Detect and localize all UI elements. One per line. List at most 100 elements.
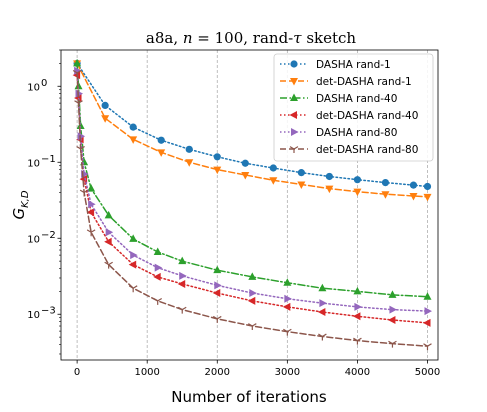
data-point — [101, 115, 110, 123]
legend-entry: det-DASHA rand-80 — [280, 144, 418, 156]
legend-label: DASHA rand-40 — [316, 93, 397, 105]
data-point — [354, 302, 362, 311]
y-tick-exponent: −2 — [41, 230, 56, 241]
data-point — [105, 228, 114, 237]
x-tick-label: 2000 — [205, 367, 230, 378]
data-point — [104, 237, 112, 246]
data-point — [129, 136, 138, 144]
data-point — [153, 272, 161, 281]
data-point — [129, 234, 138, 242]
data-point — [423, 292, 432, 300]
data-point — [353, 188, 362, 197]
series-0 — [73, 59, 432, 191]
data-point — [318, 333, 327, 341]
legend-marker — [290, 93, 298, 101]
data-point — [297, 169, 305, 177]
data-point — [72, 69, 82, 77]
data-point — [178, 256, 187, 265]
data-point — [269, 164, 277, 172]
data-point — [79, 175, 88, 184]
series-line — [76, 72, 429, 347]
x-ticks: 0 1000 2000 3000 4000 5000 — [74, 360, 440, 378]
legend-label: DASHA rand-1 — [316, 59, 391, 71]
series-line — [76, 62, 429, 198]
series-2 — [73, 58, 432, 300]
data-point — [247, 296, 256, 305]
data-point — [74, 100, 83, 108]
y-axis-label: GK,D — [10, 190, 31, 219]
data-point — [177, 280, 186, 289]
data-point — [319, 299, 327, 308]
data-point — [185, 159, 194, 167]
legend-marker — [289, 111, 297, 119]
data-point — [249, 289, 257, 298]
data-point — [424, 307, 432, 316]
data-point — [423, 182, 432, 191]
data-point — [248, 272, 257, 280]
legend-marker — [290, 60, 298, 68]
legend-entry: det-DASHA rand-1 — [280, 76, 412, 88]
data-point — [283, 328, 292, 336]
data-point — [130, 251, 138, 260]
legend-label: det-DASHA rand-40 — [316, 110, 418, 122]
data-point — [352, 312, 361, 321]
data-point — [409, 181, 418, 189]
x-tick-label: 5000 — [415, 367, 440, 378]
y-tick-exponent: −3 — [41, 306, 56, 317]
data-point — [388, 340, 397, 348]
data-point — [297, 181, 306, 189]
data-point — [86, 208, 95, 217]
data-point — [283, 278, 292, 286]
data-point — [409, 192, 418, 201]
data-point — [104, 210, 113, 219]
data-point — [79, 189, 89, 197]
x-tick-label: 4000 — [345, 367, 370, 378]
legend-label: det-DASHA rand-1 — [316, 76, 412, 88]
data-point — [317, 308, 326, 317]
data-point — [101, 101, 109, 109]
data-point — [212, 289, 221, 298]
data-point — [213, 265, 222, 274]
data-point — [76, 145, 85, 153]
series-layer — [72, 58, 432, 351]
data-point — [74, 94, 82, 103]
data-point — [381, 178, 390, 187]
data-point — [104, 261, 113, 269]
data-point — [214, 281, 222, 290]
data-point — [154, 263, 163, 272]
y-tick-label: 10 — [27, 234, 40, 245]
legend-entry: det-DASHA rand-40 — [280, 110, 418, 122]
legend: DASHA rand-1 det-DASHA rand-1 DASHA rand-4… — [273, 53, 434, 162]
data-point — [353, 286, 362, 295]
data-point — [381, 191, 390, 199]
data-point — [74, 81, 83, 90]
legend-marker — [290, 78, 298, 86]
data-point — [241, 159, 249, 167]
legend-entry: DASHA rand-40 — [280, 93, 397, 105]
legend-box — [273, 53, 434, 162]
series-1 — [73, 60, 432, 202]
y-tick-label: 10 — [27, 310, 40, 321]
data-point — [284, 294, 292, 303]
data-point — [177, 306, 187, 314]
data-point — [282, 302, 291, 311]
series-line — [76, 62, 429, 188]
data-point — [213, 166, 222, 175]
legend-entry: DASHA rand-80 — [280, 127, 397, 139]
data-point — [269, 177, 278, 185]
x-tick-label: 3000 — [275, 367, 300, 378]
legend-entry: DASHA rand-1 — [280, 59, 391, 71]
data-point — [179, 271, 187, 280]
legend-label: det-DASHA rand-80 — [316, 144, 418, 156]
x-tick-label: 1000 — [134, 367, 159, 378]
data-point — [325, 185, 334, 194]
legend-marker — [289, 146, 299, 153]
data-point — [88, 200, 96, 209]
data-point — [422, 318, 431, 327]
data-point — [353, 337, 362, 345]
data-point — [128, 285, 138, 293]
data-point — [157, 149, 166, 157]
y-tick-exponent: 0 — [41, 78, 47, 89]
x-axis-label: Number of iterations — [171, 388, 327, 406]
